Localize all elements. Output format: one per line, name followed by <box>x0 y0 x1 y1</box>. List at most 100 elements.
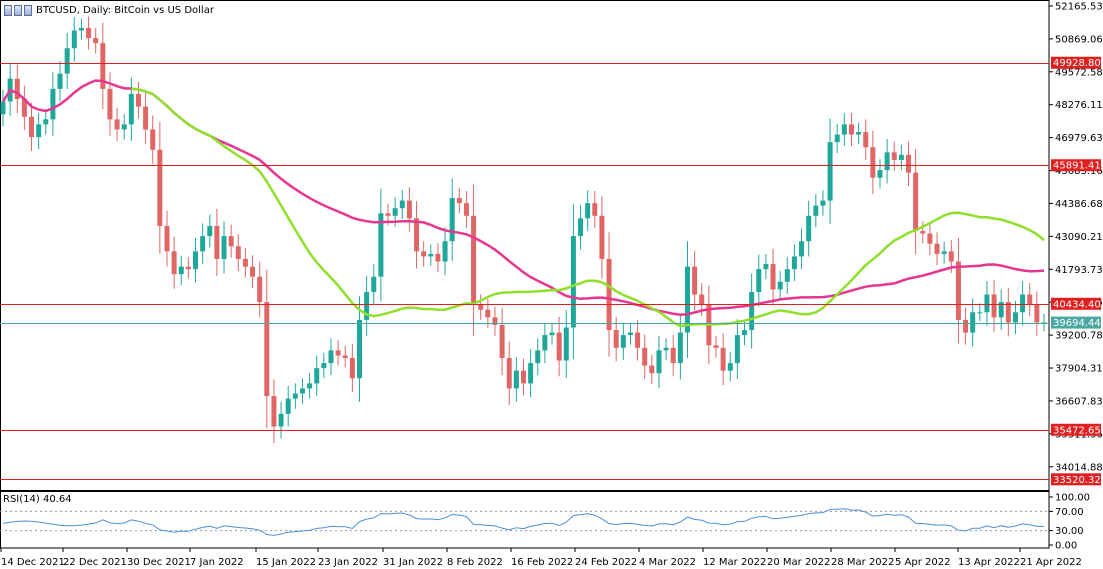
candle-body <box>656 350 662 374</box>
candle-body <box>357 319 362 379</box>
candle-body <box>570 236 576 328</box>
candle-body <box>271 396 277 427</box>
candle-body <box>114 119 120 130</box>
candle-body <box>677 332 683 364</box>
candle-body <box>200 236 206 252</box>
candle-body <box>963 319 969 333</box>
candle-body <box>214 225 220 259</box>
level-price-tag <box>1051 159 1101 172</box>
y-tick-label: 50869.060 <box>1055 34 1103 45</box>
chart-title-bar: BTCUSD, Daily: BitCoin vs US Dollar <box>4 3 214 17</box>
candle-body <box>863 132 869 148</box>
level-price-tag-label: 49928.803 <box>1053 58 1103 69</box>
candle-body <box>749 291 755 331</box>
candle-body <box>364 291 370 320</box>
main-plot-frame <box>0 0 1050 491</box>
x-tick-label: 31 Jan 2022 <box>383 557 443 568</box>
candle-body <box>378 213 384 277</box>
y-tick-label: 45683.160 <box>1055 166 1103 177</box>
candle-body <box>777 281 783 290</box>
candle-body <box>178 266 184 275</box>
candle-body <box>399 200 405 209</box>
candle-body <box>984 294 990 313</box>
x-tick-label: 13 Apr 2022 <box>958 557 1020 568</box>
candle-body <box>806 215 812 242</box>
candle-body <box>371 276 377 292</box>
candle-body <box>563 327 569 361</box>
candle-body <box>50 88 56 120</box>
candle-body <box>898 154 904 160</box>
candle-body <box>157 149 163 226</box>
candle-body <box>692 266 698 295</box>
candle-body <box>321 363 327 369</box>
candle-body <box>927 233 933 244</box>
candle-body <box>492 317 498 325</box>
x-tick-label: 21 Apr 2022 <box>1020 557 1082 568</box>
candle-body <box>299 388 305 394</box>
candle-body <box>585 203 591 219</box>
candle-body <box>193 251 199 270</box>
candle-body <box>93 38 99 44</box>
candle-body <box>998 302 1004 318</box>
candle-body <box>970 312 976 333</box>
y-tick-label: 44386.685 <box>1055 199 1103 210</box>
candle-body <box>285 398 291 414</box>
candle-body <box>307 383 313 389</box>
candle-body <box>791 256 797 270</box>
x-tick-label: 24 Feb 2022 <box>575 557 637 568</box>
candle-body <box>763 264 769 270</box>
candle-body <box>328 350 334 364</box>
candle-body <box>827 142 833 201</box>
candle-body <box>542 335 548 351</box>
candle-body <box>613 330 619 348</box>
x-tick-label: 4 Mar 2022 <box>639 557 696 568</box>
candle-body <box>314 368 320 384</box>
x-tick-label: 8 Feb 2022 <box>447 557 503 568</box>
candle-body <box>535 350 541 364</box>
candle-body <box>627 332 633 336</box>
candle-body <box>86 27 92 39</box>
candle-body <box>713 345 719 348</box>
rsi-label: RSI(14) 40.64 <box>3 494 72 505</box>
candle-body <box>906 154 912 173</box>
candle-body <box>934 243 940 254</box>
level-price-tag-label: 45891.413 <box>1053 161 1103 172</box>
candle-body <box>485 309 491 318</box>
x-tick-label: 15 Jan 2022 <box>256 557 316 568</box>
y-tick-label: 34014.885 <box>1055 462 1103 473</box>
candle-body <box>71 30 77 49</box>
y-tick-label: 36607.835 <box>1055 396 1103 407</box>
rsi-y-tick-label: 0.00 <box>1055 541 1077 552</box>
level-price-tag-label: 35472.658 <box>1053 425 1103 436</box>
candle-body <box>1005 302 1011 323</box>
candle-body <box>684 266 690 333</box>
candle-body <box>442 241 448 262</box>
y-tick-label: 39200.785 <box>1055 331 1103 342</box>
candle-body <box>1041 322 1047 324</box>
x-tick-label: 22 Dec 2021 <box>63 557 127 568</box>
candle-body <box>913 172 919 232</box>
x-tick-label: 12 Mar 2022 <box>703 557 766 568</box>
rsi-plot-frame <box>0 491 1050 549</box>
chart-title: BTCUSD, Daily: BitCoin vs US Dollar <box>36 4 214 16</box>
candle-body <box>0 101 6 115</box>
candle-body <box>349 357 355 379</box>
candle-body <box>228 236 234 247</box>
candle-body <box>43 119 49 125</box>
x-tick-label: 30 Dec 2021 <box>127 557 191 568</box>
candle-body <box>649 365 655 374</box>
x-tick-label: 14 Dec 2021 <box>1 557 65 568</box>
x-tick-label: 7 Jan 2022 <box>190 557 244 568</box>
candle-body <box>642 347 648 366</box>
candle-body <box>955 261 961 320</box>
candle-body <box>820 200 826 206</box>
candle-body <box>977 312 983 314</box>
y-tick-label: 43090.210 <box>1055 232 1103 243</box>
candle-body <box>734 335 740 364</box>
candle-body <box>242 258 248 267</box>
candle-body <box>1034 304 1040 323</box>
candle-body <box>948 251 954 262</box>
candle-body <box>770 264 776 290</box>
y-tick-label: 48276.110 <box>1055 100 1103 111</box>
